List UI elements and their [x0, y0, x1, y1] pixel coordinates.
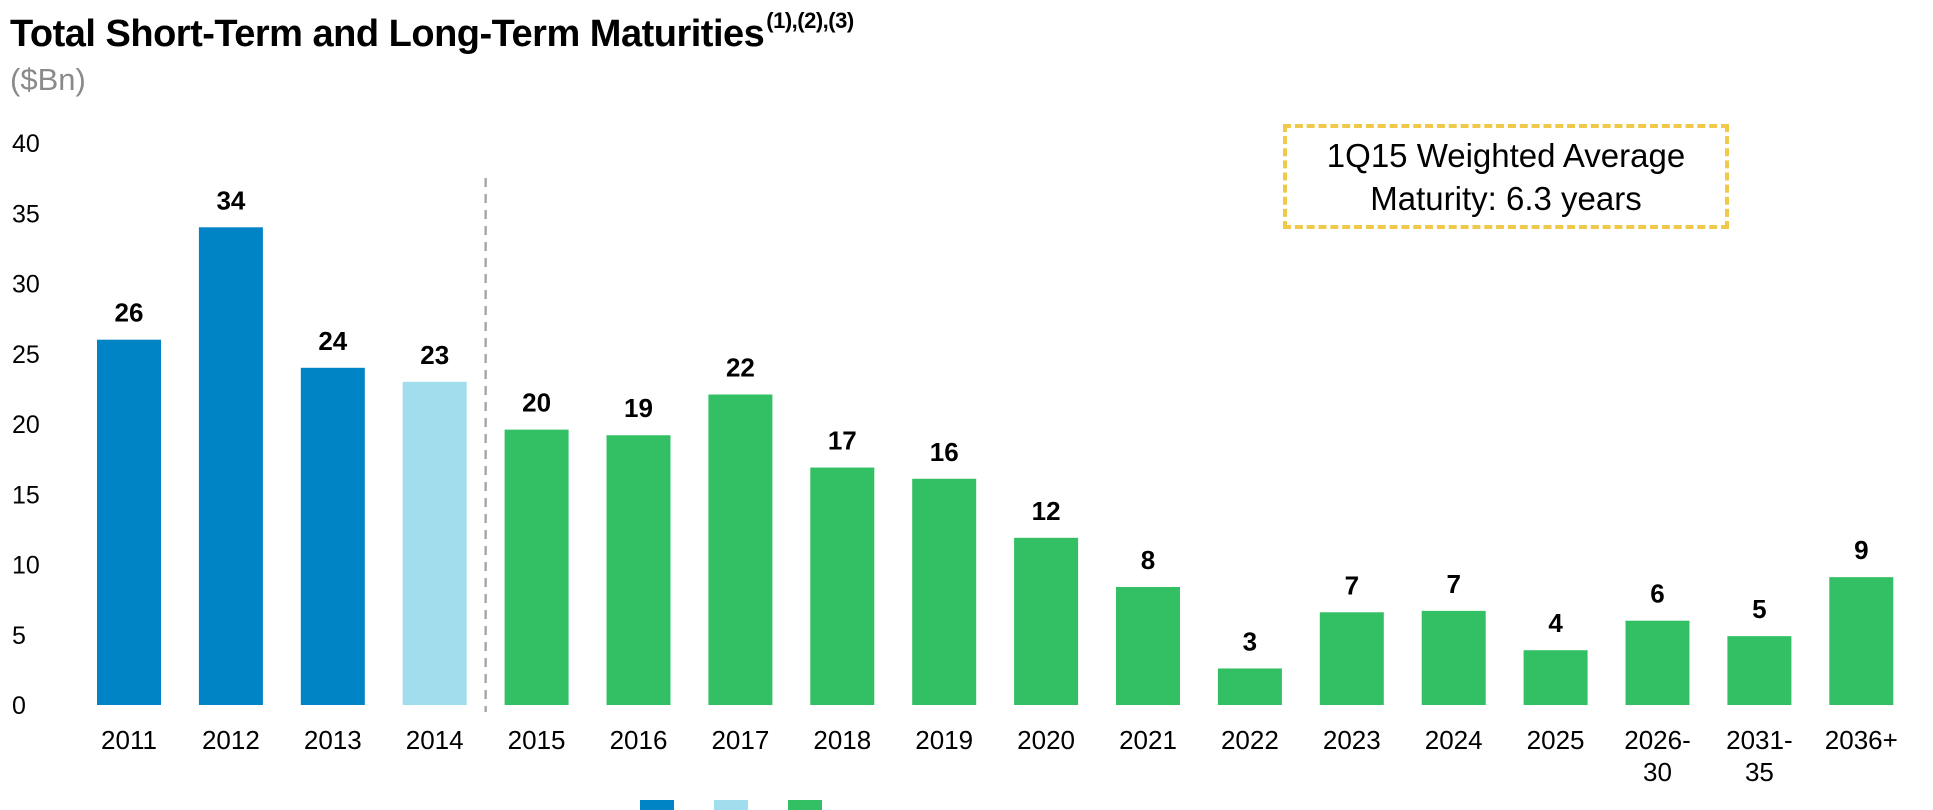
legend-swatch-current	[714, 800, 748, 810]
bar-value-label-2022: 3	[1243, 626, 1257, 656]
x-tick-label-2014: 2014	[406, 725, 464, 755]
bar-value-label-2025: 4	[1548, 608, 1563, 638]
bar-value-label-2017: 22	[726, 352, 755, 382]
bar-2019	[912, 478, 977, 705]
chart-legend	[640, 800, 822, 810]
bar-value-label-2024: 7	[1446, 569, 1460, 599]
bar-value-label-2011: 26	[115, 298, 144, 328]
chart-title-text: Total Short-Term and Long-Term Maturitie…	[10, 13, 765, 55]
x-tick-label-2018: 2018	[813, 725, 871, 755]
legend-swatch-historical	[640, 800, 674, 810]
chart-title: Total Short-Term and Long-Term Maturitie…	[10, 8, 854, 56]
y-tick-label-35: 35	[12, 200, 40, 228]
y-tick-label-5: 5	[12, 622, 26, 650]
x-tick-label-2021: 2021	[1119, 725, 1177, 755]
x-tick-label-2031-35-line2: 35	[1745, 757, 1774, 787]
bar-2015	[504, 429, 569, 705]
chart-subtitle: ($Bn)	[10, 62, 86, 97]
callout-text: 1Q15 Weighted Average Maturity: 6.3 year…	[1326, 136, 1686, 217]
bar-2023	[1319, 612, 1384, 705]
bar-value-label-2019: 16	[930, 437, 959, 467]
bar-value-label-2012: 34	[216, 185, 245, 215]
x-tick-label-2024: 2024	[1425, 725, 1483, 755]
bar-2013	[300, 367, 365, 705]
x-tick-label-2016: 2016	[610, 725, 668, 755]
bar-value-label-2021: 8	[1141, 545, 1155, 575]
x-tick-label-2019: 2019	[915, 725, 973, 755]
bar-2025	[1523, 650, 1588, 705]
bar-value-label-2014: 23	[420, 340, 449, 370]
x-tick-label-2023: 2023	[1323, 725, 1381, 755]
y-tick-label-40: 40	[12, 130, 40, 158]
bar-2012	[198, 227, 263, 706]
bar-2026-30	[1625, 620, 1690, 705]
x-tick-label-2011: 2011	[101, 725, 157, 755]
bar-2021	[1116, 586, 1180, 705]
x-tick-label-2013: 2013	[304, 725, 362, 755]
bar-value-label-2031-35: 5	[1752, 594, 1766, 624]
bar-2018	[810, 467, 875, 705]
x-tick-label-2017: 2017	[711, 725, 769, 755]
x-tick-label-2022: 2022	[1221, 725, 1279, 755]
bar-value-label-2036+: 9	[1854, 535, 1868, 565]
y-tick-label-30: 30	[12, 271, 40, 299]
legend-swatch-future	[788, 800, 822, 810]
y-tick-label-0: 0	[12, 692, 26, 720]
bar-2017	[708, 394, 773, 705]
x-tick-label-2020: 2020	[1017, 725, 1075, 755]
x-tick-label-2026-30-line1: 2026-	[1624, 725, 1691, 755]
bar-value-label-2020: 12	[1032, 496, 1061, 526]
bar-value-label-2018: 17	[828, 426, 857, 456]
bar-2011	[97, 339, 161, 705]
bar-2036+	[1829, 577, 1894, 705]
title-footnote-refs: (1),(2),(3)	[766, 8, 854, 33]
x-tick-label-2012: 2012	[202, 725, 260, 755]
weighted-average-callout: 1Q15 Weighted Average Maturity: 6.3 year…	[1283, 124, 1729, 229]
x-tick-label-2026-30-line2: 30	[1643, 757, 1672, 787]
bar-2022	[1217, 668, 1282, 705]
y-tick-label-20: 20	[12, 411, 40, 439]
bar-value-label-2015: 20	[522, 388, 551, 418]
bar-2014	[402, 381, 467, 705]
y-tick-label-15: 15	[12, 481, 40, 509]
bar-2024	[1421, 610, 1486, 705]
bar-value-label-2026-30: 6	[1650, 579, 1664, 609]
bar-2020	[1014, 537, 1079, 705]
bar-2031-35	[1727, 636, 1792, 705]
x-tick-label-2025: 2025	[1527, 725, 1585, 755]
bar-value-label-2016: 19	[624, 393, 653, 423]
bar-value-label-2013: 24	[318, 326, 347, 356]
bar-2016	[606, 435, 671, 705]
bar-value-label-2023: 7	[1345, 570, 1359, 600]
x-tick-label-2031-35-line1: 2031-	[1726, 725, 1793, 755]
y-tick-label-25: 25	[12, 341, 40, 369]
y-tick-label-10: 10	[12, 552, 40, 580]
x-tick-label-2036+: 2036+	[1825, 725, 1898, 755]
x-tick-label-2015: 2015	[508, 725, 566, 755]
